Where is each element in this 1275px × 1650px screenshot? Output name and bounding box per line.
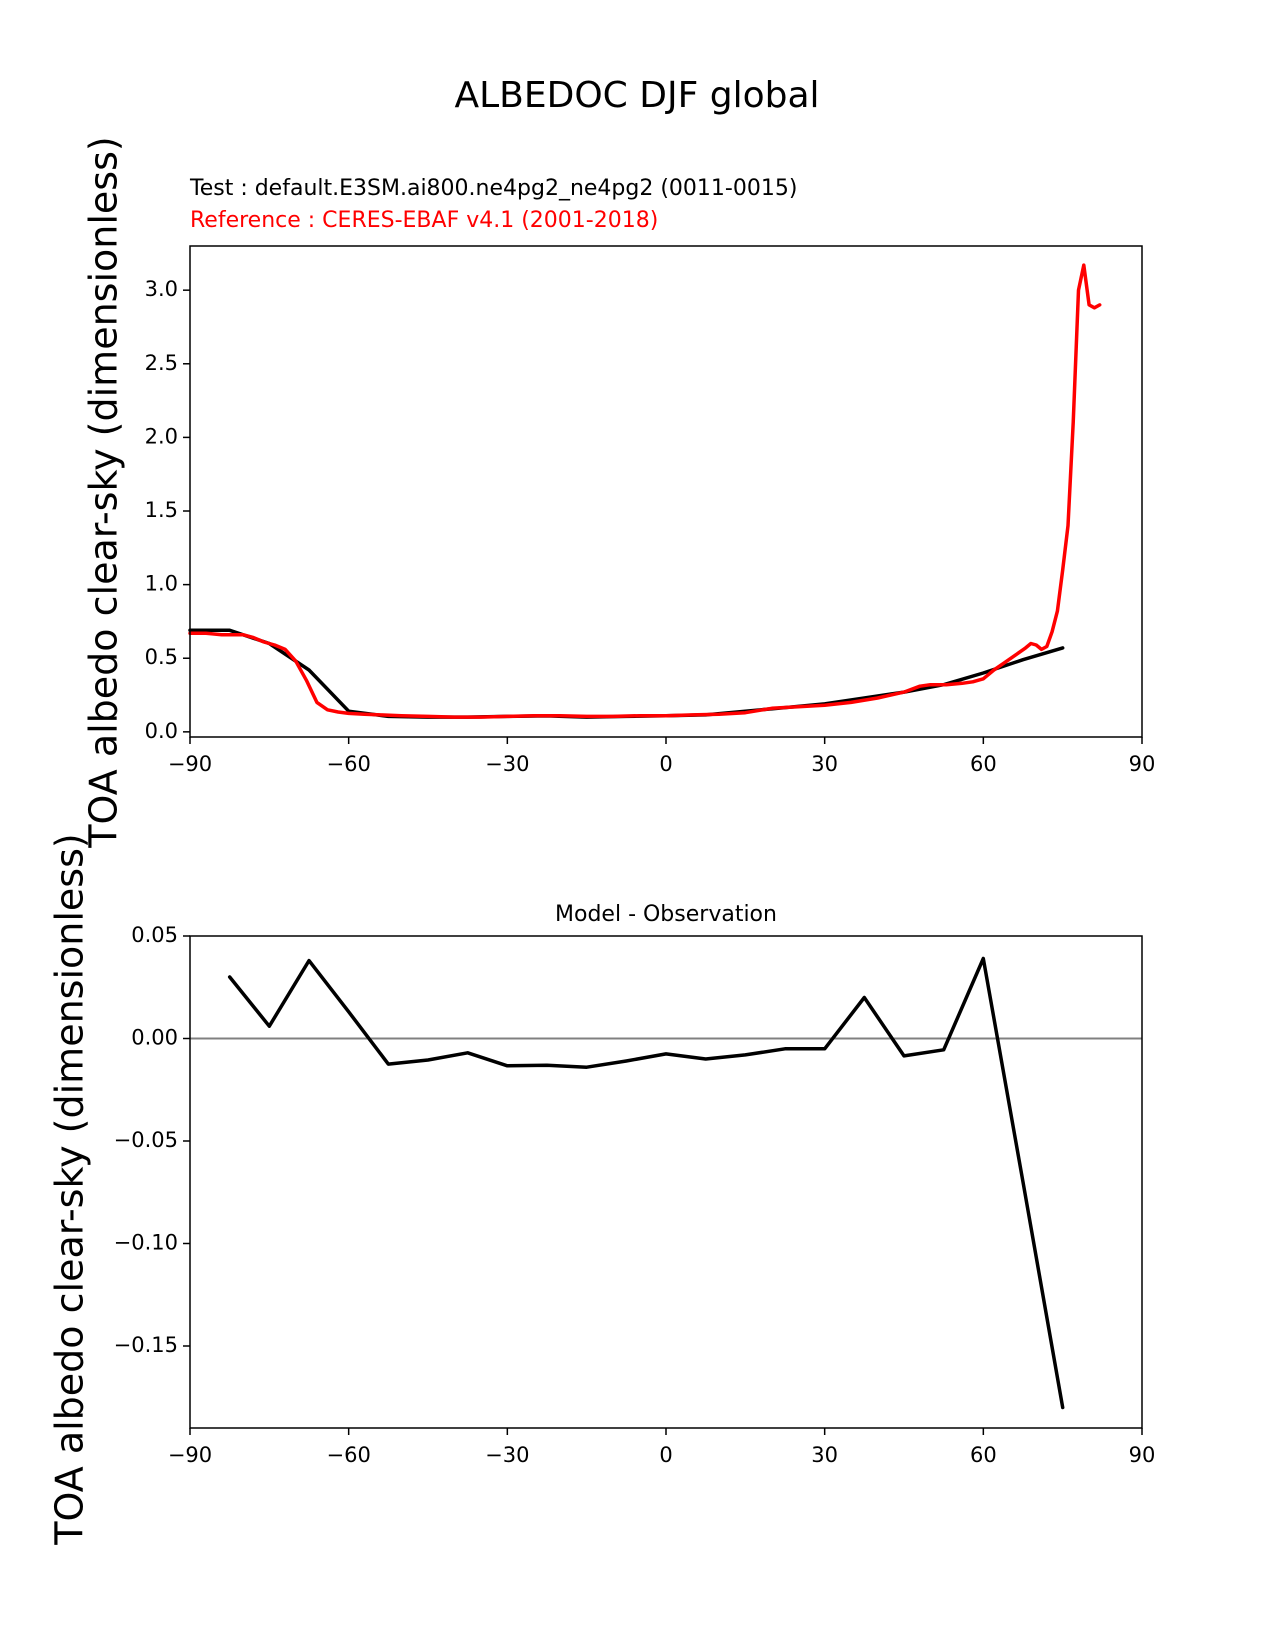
x-tick-label: 30 bbox=[811, 752, 838, 776]
y-tick-label: 1.5 bbox=[145, 498, 178, 522]
x-tick-label: 60 bbox=[970, 752, 997, 776]
y-tick-label: 0.5 bbox=[145, 645, 178, 669]
x-tick-label: −60 bbox=[327, 1443, 371, 1467]
bottom-y-axis-label: TOA albedo clear-sky (dimensionless) bbox=[48, 833, 92, 1545]
bottom-plot-area: −90 −60 −30 0 30 60 90 0.05 0.00 −0.05 −0.10 −0.15 bbox=[114, 923, 1156, 1467]
x-tick-label: 60 bbox=[970, 1443, 997, 1467]
test-series-line bbox=[227, 956, 1065, 1410]
test-title: Test : default.E3SM.ai800.ne4pg2_ne4pg2 … bbox=[189, 176, 797, 201]
x-tick-label: −90 bbox=[168, 752, 212, 776]
x-tick-label: 0 bbox=[659, 752, 672, 776]
axes-frame bbox=[189, 245, 1143, 738]
y-tick-label: 0.0 bbox=[145, 719, 178, 743]
y-tick-label: −0.15 bbox=[114, 1333, 178, 1357]
y-tick-label: 0.05 bbox=[131, 923, 178, 947]
x-tick-label: 90 bbox=[1129, 752, 1156, 776]
reference-title: Reference : CERES-EBAF v4.1 (2001-2018) bbox=[190, 208, 658, 233]
y-tick-label: 1.0 bbox=[145, 572, 178, 596]
top-y-axis-label: TOA albedo clear-sky (dimensionless) bbox=[82, 136, 126, 848]
x-tick-label: −30 bbox=[485, 1443, 529, 1467]
x-tick-label: 0 bbox=[659, 1443, 672, 1467]
top-panel: Test : default.E3SM.ai800.ne4pg2_ne4pg2 … bbox=[82, 136, 1156, 848]
y-tick-label: 2.5 bbox=[145, 351, 178, 375]
x-tick-label: −90 bbox=[168, 1443, 212, 1467]
x-tick-label: 30 bbox=[811, 1443, 838, 1467]
x-tick-label: −30 bbox=[485, 752, 529, 776]
top-plot-area: −90 −60 −30 0 30 60 90 0.0 0.5 1.0 1.5 2.0 2.5 3.0 bbox=[145, 245, 1156, 776]
y-tick-label: 0.00 bbox=[131, 1026, 178, 1050]
reference-series-line bbox=[188, 263, 1102, 719]
axes-frame bbox=[189, 935, 1143, 1429]
bottom-panel-title: Model - Observation bbox=[555, 902, 777, 927]
y-tick-label: 3.0 bbox=[145, 277, 178, 301]
bottom-panel: Model - Observation TOA albedo clear-sky… bbox=[48, 833, 1156, 1545]
x-tick-label: −60 bbox=[327, 752, 371, 776]
y-tick-label: 2.0 bbox=[145, 424, 178, 448]
x-tick-label: 90 bbox=[1129, 1443, 1156, 1467]
figure-title: ALBEDOC DJF global bbox=[454, 75, 819, 116]
y-tick-label: −0.10 bbox=[114, 1231, 178, 1255]
y-tick-label: −0.05 bbox=[114, 1128, 178, 1152]
